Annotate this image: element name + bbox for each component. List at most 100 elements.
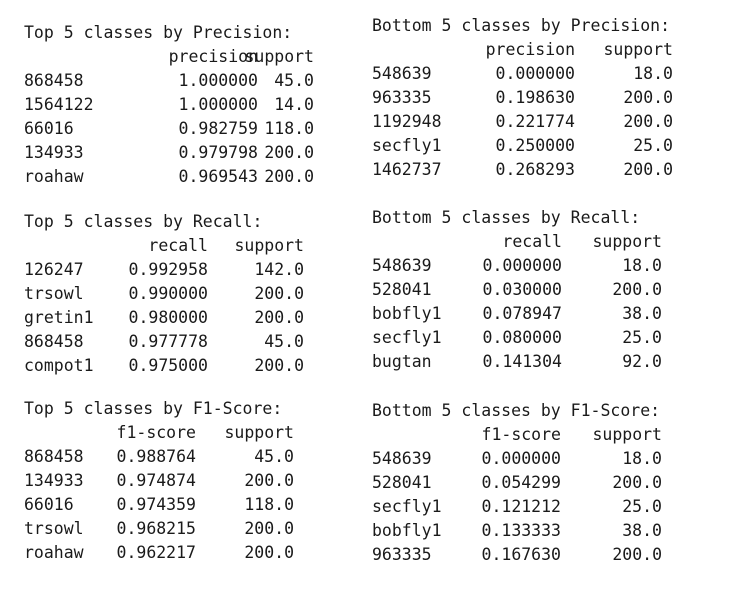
row-class-label: gretin1 bbox=[24, 308, 94, 327]
table-row: 1462737 0.268293 200.0 bbox=[372, 158, 677, 182]
row-metric-value: 0.198630 bbox=[495, 88, 575, 107]
table-row: 1564122 1.000000 14.0 bbox=[24, 93, 318, 117]
row-metric-value: 0.121212 bbox=[481, 497, 561, 516]
column-header-support: support bbox=[234, 236, 304, 255]
table-row: 528041 0.030000 200.0 bbox=[372, 278, 666, 302]
row-metric-value: 0.221774 bbox=[495, 112, 575, 131]
column-header-row: recall support bbox=[24, 234, 308, 258]
row-support-value: 200.0 bbox=[612, 473, 662, 492]
section-title: Top 5 classes by Recall: bbox=[24, 210, 308, 234]
table-row: secfly1 0.250000 25.0 bbox=[372, 134, 677, 158]
row-class-label: 528041 bbox=[372, 280, 432, 299]
column-header-metric: f1-score bbox=[116, 423, 196, 442]
section-title-text: Bottom 5 classes by Precision: bbox=[372, 16, 671, 35]
table-row: 134933 0.979798 200.0 bbox=[24, 141, 318, 165]
row-metric-value: 0.992958 bbox=[128, 260, 208, 279]
row-support-value: 45.0 bbox=[254, 447, 294, 466]
row-class-label: 66016 bbox=[24, 495, 74, 514]
row-metric-value: 0.054299 bbox=[481, 473, 561, 492]
row-support-value: 38.0 bbox=[622, 521, 662, 540]
row-class-label: bobfly1 bbox=[372, 304, 442, 323]
table-row: 66016 0.982759 118.0 bbox=[24, 117, 318, 141]
table-row: 963335 0.167630 200.0 bbox=[372, 543, 666, 567]
row-metric-value: 0.974359 bbox=[116, 495, 196, 514]
row-class-label: secfly1 bbox=[372, 136, 442, 155]
column-header-row: recall support bbox=[372, 230, 666, 254]
section-title-text: Top 5 classes by F1-Score: bbox=[24, 399, 283, 418]
row-support-value: 200.0 bbox=[264, 143, 314, 162]
row-class-label: 66016 bbox=[24, 119, 74, 138]
row-metric-value: 0.030000 bbox=[482, 280, 562, 299]
row-metric-value: 0.979798 bbox=[178, 143, 258, 162]
table-row: trsowl 0.990000 200.0 bbox=[24, 282, 308, 306]
row-metric-value: 0.133333 bbox=[481, 521, 561, 540]
table-row: secfly1 0.121212 25.0 bbox=[372, 495, 666, 519]
row-support-value: 45.0 bbox=[264, 332, 304, 351]
row-metric-value: 0.968215 bbox=[116, 519, 196, 538]
row-support-value: 200.0 bbox=[612, 545, 662, 564]
row-metric-value: 1.000000 bbox=[178, 71, 258, 90]
section-title: Bottom 5 classes by F1-Score: bbox=[372, 399, 666, 423]
row-metric-value: 0.980000 bbox=[128, 308, 208, 327]
column-header-row: f1-score support bbox=[372, 423, 666, 447]
row-support-value: 92.0 bbox=[622, 352, 662, 371]
row-class-label: secfly1 bbox=[372, 497, 442, 516]
row-support-value: 200.0 bbox=[244, 519, 294, 538]
row-class-label: 548639 bbox=[372, 64, 432, 83]
row-support-value: 200.0 bbox=[244, 543, 294, 562]
row-metric-value: 0.250000 bbox=[495, 136, 575, 155]
column-header-support: support bbox=[224, 423, 294, 442]
row-support-value: 200.0 bbox=[623, 160, 673, 179]
table-row: 126247 0.992958 142.0 bbox=[24, 258, 308, 282]
column-header-metric: recall bbox=[502, 232, 562, 251]
table-row: 963335 0.198630 200.0 bbox=[372, 86, 677, 110]
column-header-metric: precision bbox=[485, 40, 575, 59]
column-header-support: support bbox=[603, 40, 673, 59]
table-row: roahaw 0.969543 200.0 bbox=[24, 165, 318, 189]
row-support-value: 38.0 bbox=[622, 304, 662, 323]
row-support-value: 18.0 bbox=[622, 449, 662, 468]
block-top-precision: Top 5 classes by Precision: precision supp… bbox=[24, 21, 318, 189]
row-class-label: roahaw bbox=[24, 543, 84, 562]
row-class-label: 963335 bbox=[372, 545, 432, 564]
row-metric-value: 0.975000 bbox=[128, 356, 208, 375]
row-class-label: trsowl bbox=[24, 519, 84, 538]
block-top-f1: Top 5 classes by F1-Score: f1-score suppor… bbox=[24, 397, 298, 565]
row-class-label: 134933 bbox=[24, 471, 84, 490]
row-metric-value: 0.962217 bbox=[116, 543, 196, 562]
table-row: 868458 1.000000 45.0 bbox=[24, 69, 318, 93]
row-class-label: 868458 bbox=[24, 71, 84, 90]
table-row: 548639 0.000000 18.0 bbox=[372, 62, 677, 86]
row-class-label: compot1 bbox=[24, 356, 94, 375]
table-row: bobfly1 0.133333 38.0 bbox=[372, 519, 666, 543]
row-metric-value: 0.000000 bbox=[495, 64, 575, 83]
row-metric-value: 0.078947 bbox=[482, 304, 562, 323]
row-support-value: 25.0 bbox=[633, 136, 673, 155]
row-class-label: 134933 bbox=[24, 143, 84, 162]
row-metric-value: 0.990000 bbox=[128, 284, 208, 303]
row-metric-value: 0.141304 bbox=[482, 352, 562, 371]
row-metric-value: 0.982759 bbox=[178, 119, 258, 138]
section-title-text: Top 5 classes by Recall: bbox=[24, 212, 263, 231]
row-class-label: 868458 bbox=[24, 332, 84, 351]
row-support-value: 200.0 bbox=[244, 471, 294, 490]
table-row: 868458 0.988764 45.0 bbox=[24, 445, 298, 469]
row-class-label: 548639 bbox=[372, 449, 432, 468]
row-support-value: 200.0 bbox=[254, 284, 304, 303]
row-support-value: 142.0 bbox=[254, 260, 304, 279]
column-header-metric: precision bbox=[168, 47, 258, 66]
row-support-value: 25.0 bbox=[622, 328, 662, 347]
row-support-value: 200.0 bbox=[623, 112, 673, 131]
row-support-value: 200.0 bbox=[623, 88, 673, 107]
row-metric-value: 0.167630 bbox=[481, 545, 561, 564]
row-support-value: 118.0 bbox=[244, 495, 294, 514]
table-row: roahaw 0.962217 200.0 bbox=[24, 541, 298, 565]
table-row: 548639 0.000000 18.0 bbox=[372, 447, 666, 471]
row-class-label: bugtan bbox=[372, 352, 432, 371]
row-support-value: 200.0 bbox=[612, 280, 662, 299]
row-support-value: 18.0 bbox=[633, 64, 673, 83]
block-bottom-precision: Bottom 5 classes by Precision: precision s… bbox=[372, 14, 677, 182]
table-row: bobfly1 0.078947 38.0 bbox=[372, 302, 666, 326]
table-row: gretin1 0.980000 200.0 bbox=[24, 306, 308, 330]
row-support-value: 118.0 bbox=[264, 119, 314, 138]
